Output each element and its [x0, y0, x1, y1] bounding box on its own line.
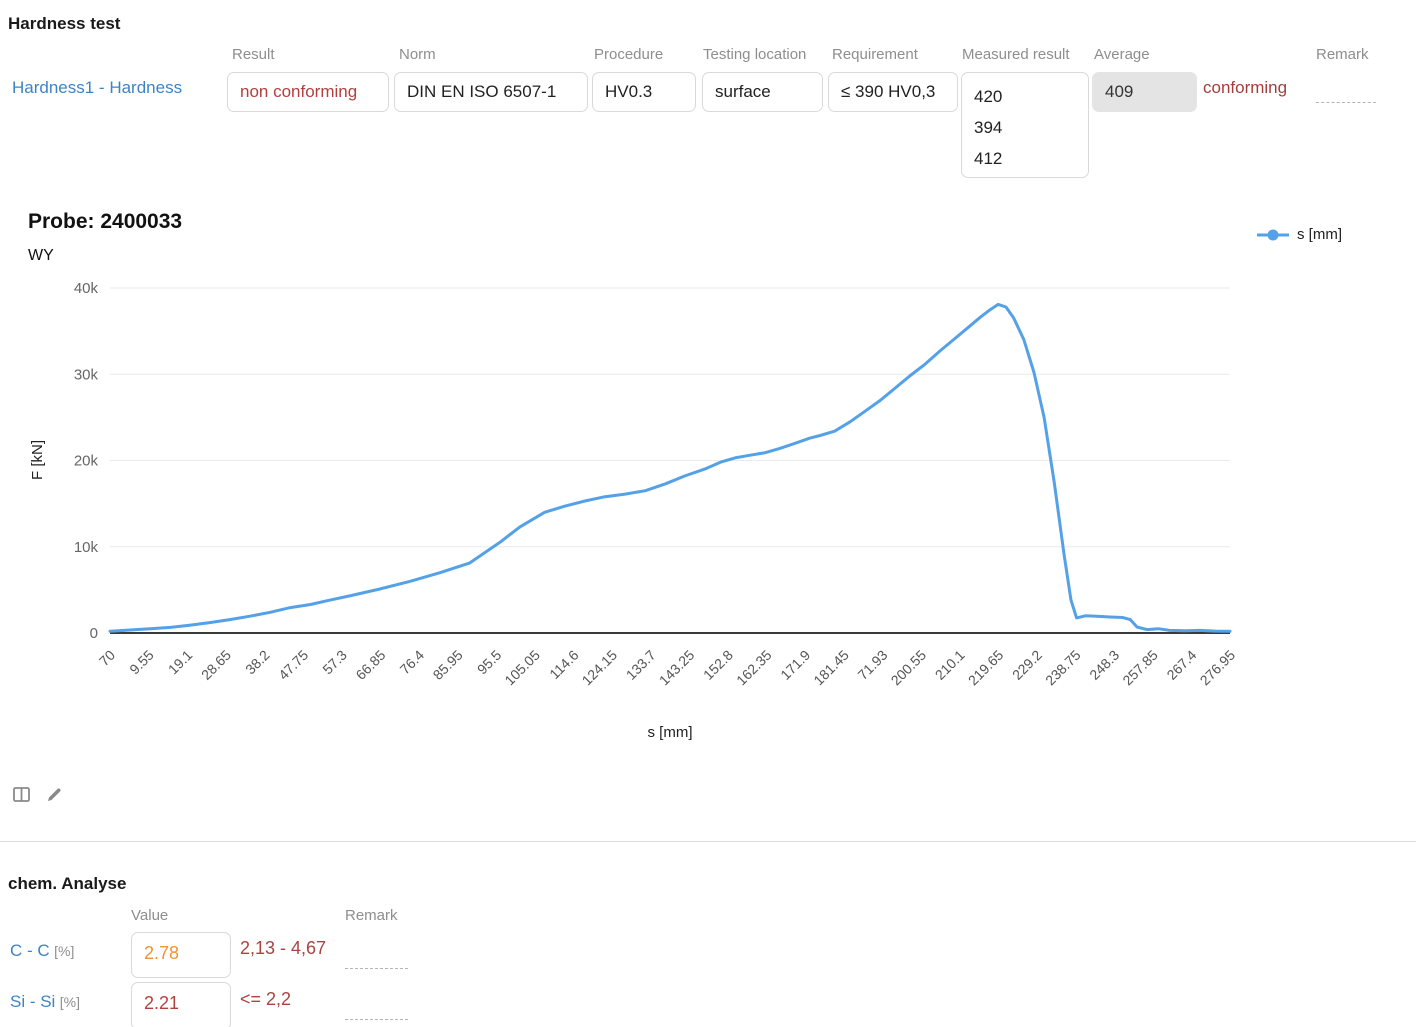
y-tick-label: 0: [90, 625, 98, 642]
evaluation-text: conforming: [1203, 78, 1288, 97]
chem-element-unit: [%]: [54, 943, 75, 959]
x-tick-label: 248.3: [1086, 647, 1122, 683]
x-tick-label: 28.65: [198, 647, 234, 683]
average-field: 409: [1092, 72, 1197, 112]
chem-remark-column-label: Remark: [345, 907, 398, 924]
chem-row-element: Si - Si [%]: [10, 992, 80, 1012]
x-tick-label: 210.1: [932, 647, 968, 683]
x-tick-label: 124.15: [579, 647, 621, 689]
x-tick-label: 229.2: [1009, 647, 1045, 683]
measured-value-1: 420: [974, 87, 1003, 106]
x-axis-title: s [mm]: [648, 724, 693, 741]
chem-value-text: 2.21: [144, 993, 180, 1013]
chart-title: Probe: 2400033: [28, 210, 183, 233]
x-tick-label: 114.6: [546, 647, 582, 683]
x-tick-label: 71.93: [854, 647, 890, 683]
hardness-section-title: Hardness test: [8, 14, 121, 33]
chem-remark-field[interactable]: [345, 1019, 408, 1020]
chem-value-text: 2.78: [144, 943, 180, 963]
chem-remark-field[interactable]: [345, 968, 408, 969]
x-tick-label: 70: [96, 647, 118, 669]
x-tick-label: 133.7: [623, 647, 659, 683]
data-line-series: [108, 302, 1232, 633]
y-axis-title: F [kN]: [29, 440, 46, 480]
chem-element-unit: [%]: [59, 994, 81, 1010]
x-tick-label: 257.85: [1119, 647, 1161, 689]
x-tick-label: 105.05: [501, 647, 543, 689]
x-tick-label: 38.2: [242, 647, 273, 678]
y-tick-label: 30k: [74, 366, 99, 383]
hardness-row-link[interactable]: Hardness1 - Hardness: [12, 78, 183, 97]
requirement-column-label: Requirement: [832, 46, 918, 63]
x-tick-label: 171.9: [777, 647, 813, 683]
columns-icon[interactable]: [11, 784, 31, 804]
x-tick-label: 238.75: [1042, 647, 1084, 689]
x-tick-label: 276.95: [1197, 647, 1236, 689]
x-tick-label: 47.75: [275, 647, 311, 683]
chem-section-title: chem. Analyse: [8, 874, 127, 893]
chem-row-element: C - C [%]: [10, 941, 74, 961]
legend-label: s [mm]: [1297, 226, 1342, 243]
procedure-column-label: Procedure: [594, 46, 664, 63]
result-field[interactable]: non conforming: [227, 72, 389, 112]
x-tick-label: 9.55: [126, 647, 157, 678]
chem-value-field[interactable]: 2.21: [131, 982, 231, 1027]
x-tick-label: 152.8: [700, 647, 736, 683]
x-tick-label: 267.4: [1163, 647, 1199, 683]
chem-element-link[interactable]: Si - Si: [10, 992, 56, 1011]
x-tick-label: 143.25: [656, 647, 698, 689]
x-tick-label: 57.3: [319, 647, 350, 678]
remark-field[interactable]: [1316, 102, 1376, 103]
line-chart: 0 10k 20k 30k 40k F [kN] 70 9.55 19.1 28.65 38.2 47…: [29, 280, 1236, 741]
y-tick-label: 10k: [74, 539, 99, 556]
section-divider: [0, 841, 1416, 842]
norm-field[interactable]: DIN EN ISO 6507-1: [394, 72, 588, 112]
measured-value-2: 394: [974, 118, 1003, 137]
testing-location-column-label: Testing location: [703, 46, 807, 63]
x-tick-label: 95.5: [474, 647, 505, 678]
chem-element-link[interactable]: C - C: [10, 941, 50, 960]
average-column-label: Average: [1094, 46, 1150, 63]
measured-value-3: 412: [974, 149, 1003, 168]
testing-location-field[interactable]: surface: [702, 72, 823, 112]
measured-result-field[interactable]: 420 394 412: [961, 72, 1089, 178]
legend-marker-icon: [1257, 229, 1289, 240]
x-tick-label: 162.35: [733, 647, 775, 689]
measured-result-column-label: Measured result: [962, 46, 1070, 63]
chem-value-field[interactable]: 2.78: [131, 932, 231, 978]
remark-column-label: Remark: [1316, 46, 1369, 63]
legend-item[interactable]: s [mm]: [1256, 226, 1342, 243]
x-tick-label: 19.1: [165, 647, 196, 678]
x-tick-label: 219.65: [965, 647, 1007, 689]
norm-column-label: Norm: [399, 46, 436, 63]
x-tick-label: 200.55: [888, 647, 930, 689]
x-tick-label: 76.4: [397, 647, 428, 678]
y-tick-label: 20k: [74, 453, 99, 470]
x-tick-label: 85.95: [430, 647, 466, 683]
y-tick-label: 40k: [74, 280, 99, 297]
procedure-field[interactable]: HV0.3: [592, 72, 696, 112]
chem-requirement-text: <= 2,2: [240, 989, 292, 1009]
requirement-field[interactable]: ≤ 390 HV0,3: [828, 72, 958, 112]
x-tick-label: 181.45: [810, 647, 852, 689]
result-column-label: Result: [232, 46, 275, 63]
x-tick-label: 66.85: [352, 647, 388, 683]
chem-value-column-label: Value: [131, 907, 169, 924]
chart-subtitle: WY: [28, 247, 54, 264]
chem-requirement-text: 2,13 - 4,67: [240, 938, 327, 958]
pencil-icon[interactable]: [44, 784, 64, 804]
